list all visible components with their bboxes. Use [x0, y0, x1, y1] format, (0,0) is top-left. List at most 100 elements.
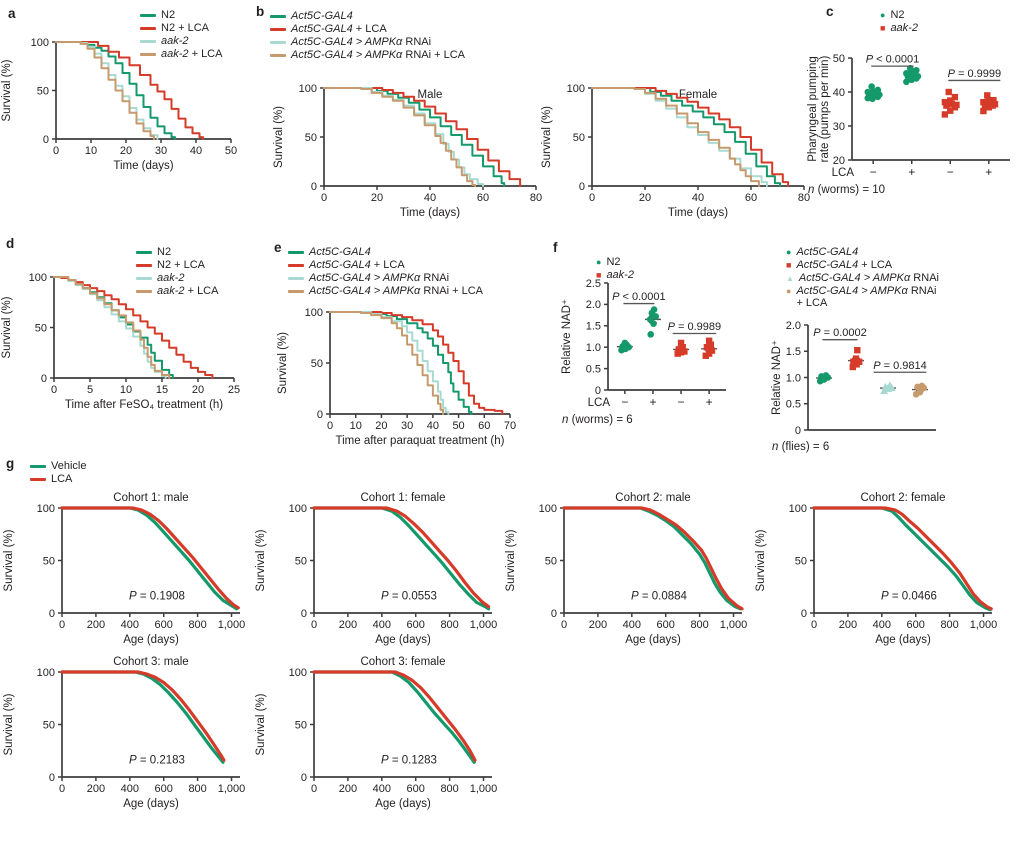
svg-text:Time after paraquat treatment: Time after paraquat treatment (h) [336, 435, 505, 447]
svg-text:Pharyngeal pumping: Pharyngeal pumping [807, 56, 819, 162]
line-swatch-icon [288, 277, 304, 280]
svg-text:30: 30 [155, 145, 167, 157]
svg-text:Relative NAD⁺: Relative NAD⁺ [561, 299, 573, 374]
legend-entry: aak-2 + LCA [140, 48, 222, 61]
svg-text:800: 800 [440, 619, 458, 631]
chart-svg: 0 50 100 0 20 40 60 80 Time (days) Survival (%) Fe… [541, 83, 810, 219]
svg-text:400: 400 [623, 619, 641, 631]
chart-g-cohort2-female: 0 50 100 0 200 400 600 800 1,000 Age (days) Surviv… [754, 488, 1002, 646]
line-swatch-icon [140, 40, 156, 43]
svg-text:200: 200 [87, 783, 105, 795]
svg-text:Survival (%): Survival (%) [1, 59, 13, 121]
circle-swatch-icon: ● [786, 286, 792, 296]
chart-a-survival: 0 50 100 0 10 20 30 40 50 Time (days) Survival (%) [0, 16, 245, 191]
legend-entry: ● Act5C-GAL4 [786, 246, 939, 259]
svg-text:200: 200 [87, 619, 105, 631]
legend-entry: Act5C-GAL4 + LCA [288, 259, 483, 272]
svg-text:Cohort 3: female: Cohort 3: female [360, 656, 445, 668]
svg-text:1.0: 1.0 [586, 342, 601, 354]
svg-text:100: 100 [289, 503, 307, 515]
svg-text:Age (days): Age (days) [375, 798, 431, 810]
svg-text:Cohort 3: male: Cohort 3: male [113, 656, 188, 668]
svg-text:100: 100 [789, 503, 807, 515]
chart-e-paraquat-survival: 0 50 100 0 10 20 30 40 50 60 70 Time after paraquat… [276, 296, 526, 464]
legend-label: Act5C-GAL4 + LCA [291, 23, 387, 35]
svg-text:−: − [678, 395, 685, 409]
svg-text:200: 200 [339, 619, 357, 631]
svg-text:70: 70 [504, 420, 516, 432]
svg-text:Time (days): Time (days) [113, 160, 173, 172]
svg-text:200: 200 [839, 619, 857, 631]
svg-text:0: 0 [311, 181, 317, 193]
svg-text:40: 40 [190, 145, 202, 157]
circle-swatch-icon: ● [596, 257, 602, 267]
svg-text:Survival (%): Survival (%) [505, 529, 517, 591]
svg-text:40: 40 [692, 192, 704, 204]
chart-g-cohort1-female: 0 50 100 0 200 400 600 800 1,000 Age (days) Surviv… [254, 488, 502, 646]
svg-text:Survival (%): Survival (%) [3, 529, 15, 591]
legend-entry: LCA [30, 473, 86, 486]
svg-text:0: 0 [317, 409, 323, 421]
svg-text:P = 0.9814: P = 0.9814 [873, 360, 927, 372]
chart-c-pumping-rate: 20 30 40 50 Pharyngeal pumping rate (pumps pe… [806, 38, 1020, 200]
svg-text:10: 10 [350, 420, 362, 432]
svg-text:0: 0 [43, 134, 49, 146]
legend-f-worms: ● N2 ■ aak-2 [596, 256, 634, 282]
svg-text:1,000: 1,000 [470, 619, 498, 631]
panel-label-f: f [553, 240, 558, 255]
svg-text:10: 10 [85, 145, 97, 157]
svg-text:1,000: 1,000 [970, 619, 998, 631]
svg-text:0: 0 [49, 608, 55, 620]
svg-text:LCA: LCA [588, 397, 611, 409]
svg-text:50: 50 [295, 555, 307, 567]
line-swatch-icon [288, 290, 304, 293]
legend-label: N2 [890, 9, 905, 21]
svg-text:0: 0 [49, 772, 55, 784]
svg-text:20: 20 [833, 155, 845, 167]
svg-text:Age (days): Age (days) [875, 634, 931, 646]
svg-text:50: 50 [225, 145, 237, 157]
svg-text:0: 0 [561, 619, 567, 631]
svg-text:0: 0 [301, 772, 307, 784]
svg-text:P = 0.1908: P = 0.1908 [129, 590, 185, 602]
svg-text:40: 40 [427, 420, 439, 432]
svg-text:0: 0 [811, 619, 817, 631]
svg-text:0: 0 [53, 145, 59, 157]
chart-svg: 0 50 100 0 200 400 600 800 1,000 Age (days) Surviv… [3, 656, 245, 810]
svg-text:50: 50 [305, 132, 317, 144]
svg-text:P = 0.2183: P = 0.2183 [129, 754, 185, 766]
svg-text:Male: Male [418, 89, 443, 101]
legend-entry: Act5C-GAL4 + LCA [270, 23, 465, 36]
legend-entry: Act5C-GAL4 > AMPKα RNAi + LCA [288, 285, 483, 298]
svg-text:600: 600 [657, 619, 675, 631]
chart-svg: 0 0.5 1.0 1.5 2.0 2.5 Relative NAD⁺ − + − + LCA n (w… [561, 278, 726, 426]
legend-label: Vehicle [51, 460, 87, 472]
legend-entry: N2 + LCA [140, 22, 222, 35]
svg-text:0: 0 [589, 192, 595, 204]
svg-text:2.0: 2.0 [786, 320, 801, 332]
svg-text:Survival (%): Survival (%) [3, 693, 15, 755]
chart-svg: 0 50 100 0 200 400 600 800 1,000 Age (days) Surviv… [755, 492, 998, 646]
svg-text:50: 50 [833, 53, 845, 65]
chart-svg: 0 50 100 0 10 20 30 40 50 Time (days) Survival (%) [1, 37, 237, 172]
svg-text:100: 100 [299, 83, 317, 95]
svg-text:n (worms) = 6: n (worms) = 6 [562, 414, 633, 426]
svg-text:+: + [908, 165, 915, 179]
svg-text:1.5: 1.5 [586, 321, 601, 333]
panel-label-a: a [8, 6, 16, 21]
svg-text:400: 400 [121, 619, 139, 631]
svg-text:20: 20 [371, 192, 383, 204]
square-swatch-icon: ■ [880, 23, 886, 33]
svg-text:0: 0 [795, 425, 801, 437]
svg-text:−: − [621, 395, 628, 409]
legend-label: Act5C-GAL4 + LCA [309, 259, 405, 271]
svg-text:100: 100 [567, 83, 585, 95]
svg-text:100: 100 [289, 667, 307, 679]
svg-text:200: 200 [589, 619, 607, 631]
chart-f-nad-worms: 0 0.5 1.0 1.5 2.0 2.5 Relative NAD⁺ − + − + LCA n (w… [560, 268, 740, 448]
svg-text:P = 0.9989: P = 0.9989 [668, 321, 722, 333]
legend-label: N2 [606, 256, 621, 268]
panel-label-b: b [256, 4, 265, 19]
svg-text:100: 100 [31, 37, 49, 49]
